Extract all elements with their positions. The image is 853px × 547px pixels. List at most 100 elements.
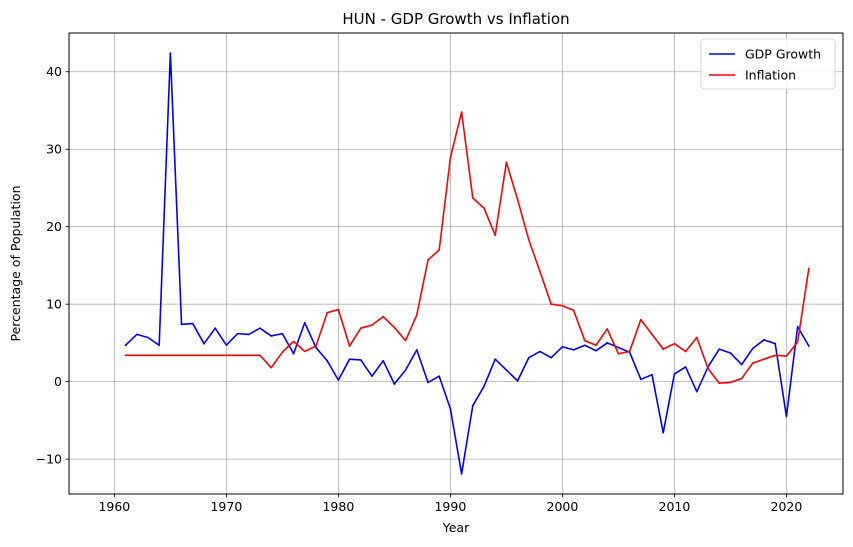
data-point	[696, 390, 698, 393]
data-point	[348, 358, 351, 360]
data-point	[561, 304, 564, 307]
data-point	[371, 324, 373, 326]
data-point	[796, 341, 799, 343]
x-tick-label: 1960	[98, 499, 130, 514]
y-tick-label: 40	[46, 64, 62, 79]
data-point	[427, 381, 429, 384]
y-tick-label: −10	[36, 452, 62, 467]
data-point	[572, 349, 575, 351]
legend-box	[700, 38, 836, 90]
data-point	[404, 339, 407, 342]
data-point	[483, 385, 485, 388]
data-point	[528, 239, 530, 241]
data-point	[225, 354, 228, 357]
data-point	[135, 333, 138, 336]
data-point	[516, 380, 519, 382]
data-point	[584, 344, 586, 347]
data-point	[292, 340, 295, 343]
series-points-gdp-growth	[124, 52, 810, 475]
chart-title: HUN - GDP Growth vs Inflation	[342, 10, 569, 28]
y-tick-label: 20	[46, 219, 62, 234]
data-point	[617, 352, 620, 355]
data-point	[371, 375, 373, 378]
data-point	[281, 351, 284, 354]
data-point	[359, 327, 362, 329]
data-point	[124, 354, 127, 357]
data-point	[651, 373, 653, 376]
data-point	[640, 318, 642, 321]
data-point	[169, 354, 172, 357]
data-point	[191, 354, 194, 357]
data-point	[147, 336, 149, 339]
y-tick-label: 0	[54, 374, 62, 389]
data-point	[337, 308, 340, 311]
x-axis-label: Year	[442, 520, 470, 535]
data-point	[326, 311, 328, 314]
data-point	[438, 249, 440, 251]
data-point	[628, 350, 631, 353]
data-point	[415, 349, 418, 351]
legend-label: GDP Growth	[745, 47, 821, 62]
data-point	[584, 339, 586, 342]
series-points-inflation	[124, 111, 810, 385]
ticks: 1960 1970 1980 1990 2000 2010 2020 −10 0 10 20 30 40	[36, 64, 803, 514]
data-point	[337, 379, 340, 381]
data-point	[326, 359, 328, 362]
series-line-inflation	[124, 111, 810, 385]
legend: GDP Growth Inflation	[700, 38, 836, 90]
data-point	[359, 359, 362, 361]
data-point	[505, 161, 508, 164]
series-layer	[124, 52, 810, 475]
data-point	[785, 355, 788, 357]
data-point	[640, 378, 642, 381]
data-point	[740, 377, 743, 380]
grid	[69, 33, 843, 494]
data-point	[606, 328, 609, 330]
data-point	[315, 345, 317, 347]
plot-frame	[68, 32, 844, 495]
x-tick-label: 2000	[547, 499, 579, 514]
data-point	[214, 327, 216, 329]
x-tick-label: 1980	[322, 499, 354, 514]
data-point	[763, 339, 765, 341]
data-point	[673, 342, 676, 345]
data-point	[158, 354, 160, 357]
data-point	[259, 354, 261, 357]
data-point	[348, 345, 351, 347]
data-point	[539, 270, 541, 273]
data-point	[404, 369, 407, 371]
data-point	[774, 354, 777, 357]
data-point	[494, 358, 497, 360]
data-point	[259, 327, 261, 329]
y-tick-label: 10	[46, 297, 62, 312]
data-point	[539, 350, 541, 353]
data-point	[449, 156, 452, 159]
data-point	[415, 314, 418, 316]
data-point	[662, 431, 665, 434]
data-point	[561, 345, 564, 348]
data-point	[617, 346, 620, 349]
data-point	[247, 354, 250, 357]
data-point	[763, 358, 765, 360]
data-point	[203, 354, 205, 357]
data-point	[472, 197, 474, 199]
data-point	[494, 234, 497, 237]
data-point	[315, 346, 317, 349]
data-point	[393, 383, 396, 385]
data-point	[225, 344, 228, 347]
data-point	[438, 375, 440, 378]
data-point	[718, 348, 721, 350]
data-point	[707, 367, 709, 370]
data-point	[303, 321, 306, 324]
data-point	[449, 407, 452, 410]
data-point	[718, 382, 721, 385]
data-point	[460, 111, 463, 113]
data-point	[785, 415, 788, 418]
data-point	[382, 359, 384, 362]
data-point	[169, 52, 172, 54]
data-point	[505, 369, 508, 371]
data-point	[281, 332, 284, 335]
data-point	[382, 315, 384, 318]
data-point	[572, 309, 575, 312]
